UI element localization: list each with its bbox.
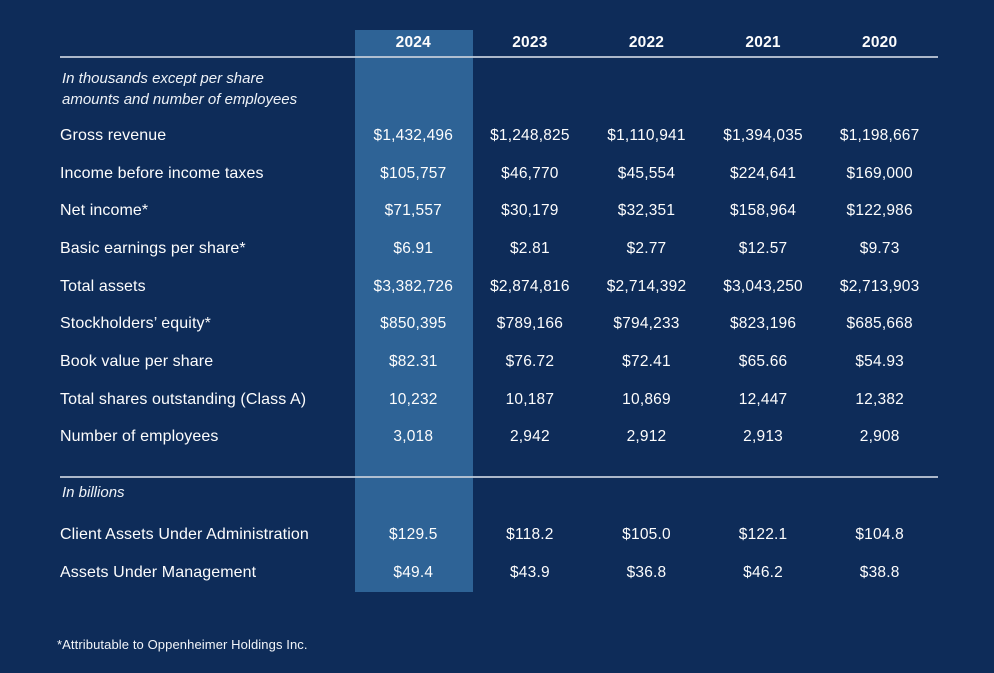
row-label: Book value per share <box>60 352 214 370</box>
value-cell: $3,382,726 <box>373 277 454 295</box>
row-label: Total shares outstanding (Class A) <box>60 390 307 408</box>
row-label: Total assets <box>60 277 146 295</box>
value-cell: $224,641 <box>729 164 797 182</box>
units-note-billions: In billions <box>62 484 125 501</box>
value-cell: $118.2 <box>506 526 554 543</box>
year-header-2022: 2022 <box>628 34 665 51</box>
value-cell: $1,198,667 <box>839 126 920 144</box>
value-cell: $105,757 <box>380 164 447 182</box>
value-cell: $122.1 <box>738 526 788 543</box>
value-cell: $2.77 <box>626 239 667 257</box>
value-cell: $169,000 <box>846 164 913 182</box>
value-cell: $789,166 <box>496 315 564 333</box>
value-cell: $2,874,816 <box>490 277 570 295</box>
row-label: Client Assets Under Administration <box>60 526 309 543</box>
value-cell: $794,233 <box>613 315 680 333</box>
value-cell: $12.57 <box>738 239 788 257</box>
value-cell: 12,447 <box>738 390 788 408</box>
value-cell: $2,713,903 <box>839 277 920 295</box>
value-cell: 12,382 <box>855 390 904 408</box>
value-cell: $3,043,250 <box>723 277 803 295</box>
year-header-row: 2024 2023 2022 2021 2020 <box>60 30 938 56</box>
value-cell: $36.8 <box>626 564 667 581</box>
value-cell: $38.8 <box>859 564 900 581</box>
value-cell: 10,187 <box>505 390 555 408</box>
value-cell: $104.8 <box>855 526 904 543</box>
table-row-shares-outstanding: Total shares outstanding (Class A) 10,23… <box>60 381 938 419</box>
value-cell: $45,554 <box>617 164 676 182</box>
table-row-book-value: Book value per share $82.31 $76.72 $72.4… <box>60 343 938 381</box>
value-cell: 10,869 <box>622 390 671 408</box>
row-label: Gross revenue <box>60 126 167 144</box>
value-cell: 2,942 <box>509 428 550 446</box>
value-cell: $76.72 <box>505 352 555 370</box>
row-label: Net income* <box>60 202 149 220</box>
units-note-line-1: In thousands except per share <box>62 70 264 87</box>
value-cell: $65.66 <box>738 352 788 370</box>
table-row-basic-eps: Basic earnings per share* $6.91 $2.81 $2… <box>60 230 938 268</box>
year-header-2020: 2020 <box>862 34 898 51</box>
value-cell: $2.81 <box>509 239 550 257</box>
table-row-total-assets: Total assets $3,382,726 $2,874,816 $2,71… <box>60 268 938 306</box>
year-header-2023: 2023 <box>512 34 548 51</box>
value-cell: $72.41 <box>622 352 671 370</box>
value-cell: 2,912 <box>626 428 667 446</box>
value-cell: $54.93 <box>855 352 904 370</box>
value-cell: $32,351 <box>617 202 676 220</box>
section-thousands-rows: Gross revenue $1,432,496 $1,248,825 $1,1… <box>60 117 938 456</box>
table-row-gross-revenue: Gross revenue $1,432,496 $1,248,825 $1,1… <box>60 117 938 155</box>
value-cell: $685,668 <box>846 315 913 333</box>
table-row-income-before-taxes: Income before income taxes $105,757 $46,… <box>60 155 938 193</box>
value-cell: $1,432,496 <box>373 126 454 144</box>
value-cell: $9.73 <box>859 239 900 257</box>
value-cell: 2,913 <box>743 428 783 446</box>
value-cell: $1,248,825 <box>490 126 570 144</box>
value-cell: $6.91 <box>393 239 434 257</box>
units-note-line-2: amounts and number of employees <box>62 91 298 108</box>
value-cell: $30,179 <box>501 202 559 220</box>
value-cell: $823,196 <box>729 315 797 333</box>
table-row-client-assets: Client Assets Under Administration $129.… <box>60 516 938 554</box>
value-cell: 10,232 <box>388 390 438 408</box>
table-row-aum: Assets Under Management $49.4 $43.9 $36.… <box>60 554 938 592</box>
value-cell: $129.5 <box>388 526 438 543</box>
year-header-2024: 2024 <box>395 34 431 51</box>
value-cell: $46.2 <box>743 564 783 581</box>
value-cell: $71,557 <box>384 202 443 220</box>
table-row-employees: Number of employees 3,018 2,942 2,912 2,… <box>60 419 938 457</box>
row-label: Basic earnings per share* <box>60 239 246 257</box>
year-header-2021: 2021 <box>745 34 781 51</box>
value-cell: $850,395 <box>380 315 447 333</box>
row-label: Stockholders’ equity* <box>60 315 211 333</box>
value-cell: $105.0 <box>622 526 671 543</box>
value-cell: $49.4 <box>393 564 434 581</box>
row-label: Income before income taxes <box>60 164 264 182</box>
value-cell: $43.9 <box>509 564 550 581</box>
value-cell: $46,770 <box>501 164 559 182</box>
value-cell: 2,908 <box>859 428 900 446</box>
value-cell: $122,986 <box>846 202 913 220</box>
row-label: Number of employees <box>60 428 219 446</box>
value-cell: $158,964 <box>729 202 797 220</box>
value-cell: 3,018 <box>393 428 434 446</box>
row-label: Assets Under Management <box>60 564 257 581</box>
section-billions-rows: Client Assets Under Administration $129.… <box>60 516 938 592</box>
value-cell: $2,714,392 <box>606 277 687 295</box>
value-cell: $1,110,941 <box>607 126 686 144</box>
section-divider-line <box>60 476 938 478</box>
value-cell: $1,394,035 <box>723 126 803 144</box>
highlight-column-band-2024 <box>355 30 473 592</box>
value-cell: $82.31 <box>388 352 438 370</box>
table-row-net-income: Net income* $71,557 $30,179 $32,351 $158… <box>60 192 938 230</box>
table-row-stockholders-equity: Stockholders’ equity* $850,395 $789,166 … <box>60 305 938 343</box>
footnote: *Attributable to Oppenheimer Holdings In… <box>57 637 308 652</box>
units-note-thousands: In thousands except per share amounts an… <box>62 68 297 110</box>
header-divider-line <box>60 56 938 58</box>
